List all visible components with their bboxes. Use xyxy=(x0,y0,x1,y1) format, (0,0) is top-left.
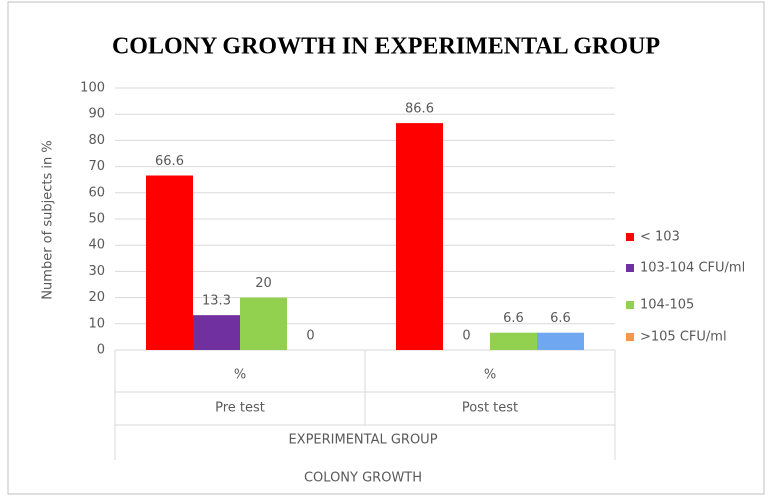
data-label: 0 xyxy=(306,329,314,344)
data-label: 13.3 xyxy=(202,294,231,309)
legend-swatch xyxy=(626,264,634,272)
data-label: 6.6 xyxy=(503,311,524,326)
y-tick-label: 90 xyxy=(88,107,105,122)
data-label: 6.6 xyxy=(550,311,571,326)
bar xyxy=(146,175,193,350)
data-label: 86.6 xyxy=(405,102,434,117)
x-sub-label: % xyxy=(234,368,246,383)
chart-border xyxy=(7,1,765,495)
x-tick-label: Post test xyxy=(462,401,518,416)
bar xyxy=(537,332,584,350)
y-tick-label: 40 xyxy=(88,238,105,253)
legend-label: 103-104 CFU/ml xyxy=(640,261,745,276)
legend-swatch xyxy=(626,233,634,241)
y-tick-label: 30 xyxy=(88,264,105,279)
bar xyxy=(490,332,537,350)
y-tick-label: 100 xyxy=(80,81,105,96)
data-label: 66.6 xyxy=(155,154,184,169)
bar xyxy=(193,315,240,350)
chart-title: COLONY GROWTH IN EXPERIMENTAL GROUP xyxy=(112,34,660,60)
legend-label: < 103 xyxy=(640,230,680,245)
y-tick-label: 60 xyxy=(88,185,105,200)
legend-swatch xyxy=(626,301,634,309)
x-axis-title: COLONY GROWTH xyxy=(304,471,422,486)
y-tick-label: 0 xyxy=(97,343,105,358)
y-tick-label: 10 xyxy=(88,316,105,331)
data-label: 0 xyxy=(462,329,470,344)
legend-swatch xyxy=(626,333,634,341)
x-sub-label: % xyxy=(484,368,496,383)
y-tick-label: 80 xyxy=(88,133,105,148)
legend-label: 104-105 xyxy=(640,298,694,313)
data-label: 20 xyxy=(255,276,272,291)
legend-label: >105 CFU/ml xyxy=(640,330,727,345)
bar xyxy=(396,123,443,350)
x-group-label: EXPERIMENTAL GROUP xyxy=(288,433,437,448)
y-tick-label: 20 xyxy=(88,290,105,305)
y-tick-label: 70 xyxy=(88,159,105,174)
y-tick-label: 50 xyxy=(88,212,105,227)
x-tick-label: Pre test xyxy=(215,401,265,416)
bar xyxy=(240,297,287,350)
y-axis-title: Number of subjects in % xyxy=(41,140,56,299)
